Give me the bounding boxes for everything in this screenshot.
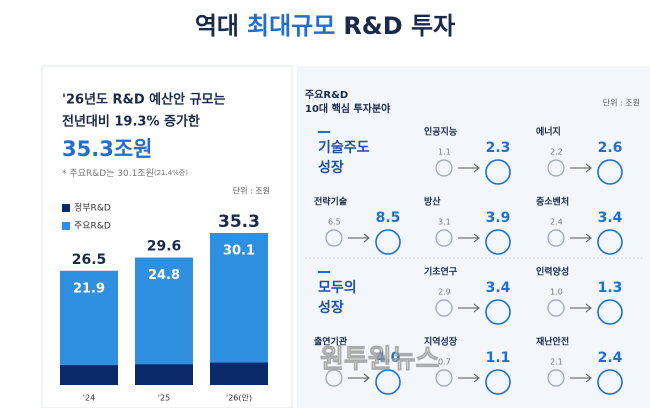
item-label: 중소벤처 [536,196,569,208]
item-label: 지역성장 [424,336,458,348]
item-before: 1.1 [438,148,451,157]
group-label: 모두의 [318,279,357,296]
item-label: 인력양성 [536,266,569,278]
icon-large [597,299,623,325]
legend-swatch [62,222,70,230]
item-label: 에너지 [536,126,561,138]
bar-segment [210,233,268,363]
icon-small [435,369,453,387]
icon-small [325,369,343,387]
icon-large [485,299,511,325]
legend-swatch [62,204,70,212]
item-after: 1.3 [598,280,623,296]
right-header: 주요R&D [305,89,348,101]
icon-small [325,229,343,247]
item-before: 2.1 [550,358,563,367]
watermark: 원투원뉴스 [320,345,440,375]
title-part: 역대 [195,12,239,40]
group-label: 성장 [318,299,344,316]
item-before: 2.2 [550,148,563,157]
item-after: 2.4 [598,350,623,366]
icon-small [547,159,565,177]
note-small: (21.4%증) [154,169,188,177]
segment-label: 21.9 [73,281,105,296]
item-after: 3.9 [486,210,511,226]
item-label: 출연기관 [314,336,348,348]
item-before: 2.9 [438,288,451,297]
item-before: 6.5 [328,218,341,227]
icon-large [597,369,623,395]
bar-segment [60,270,118,366]
icon-small [435,299,453,317]
group-label: 성장 [318,159,344,176]
item-label: 방산 [424,196,441,208]
item-after: 4.0 [376,350,401,366]
right-panel [297,66,650,408]
right-header: 10대 핵심 투자분야 [305,102,391,115]
item-before: 2.4 [550,218,563,227]
item-before: 3.1 [438,218,451,227]
total-label: 35.3 [218,212,260,232]
item-after: 2.6 [598,140,623,156]
arrow-head [585,233,592,243]
arrow-head [473,233,480,243]
legend-label: 주요R&D [74,221,111,232]
title-part: R&D 투자 [343,12,455,40]
icon-large [485,159,511,185]
arrow-head [363,373,370,383]
item-label: 기초연구 [424,266,457,278]
icon-large [375,229,401,255]
arrow-head [585,373,592,383]
item-before: 0.7 [438,358,451,367]
arrow-head [585,303,592,313]
item-after: 8.5 [376,210,401,226]
segment-label: 24.8 [148,268,180,283]
item-after: 2.3 [486,140,511,156]
icon-small [435,159,453,177]
arrow-head [473,303,480,313]
icon-small [547,229,565,247]
unit: 단위 : 조원 [603,98,640,108]
item-after: 3.4 [598,210,623,226]
unit: 단위 : 조원 [233,186,270,196]
icon-large [597,159,623,185]
icon-small [547,299,565,317]
icon-large [375,369,401,395]
legend-label: 정부R&D [74,203,111,214]
item-label: 재난안전 [536,336,569,348]
item-after: 3.4 [486,280,511,296]
left-line: '26년도 R&D 예산안 규모는 [62,92,226,108]
icon-large [485,229,511,255]
group-label: 기술주도 [318,140,370,156]
total-label: 26.5 [72,252,107,268]
item-label: 인공지능 [424,126,457,138]
item-before: 1.0 [550,288,563,297]
x-tick-label: '26(안) [226,393,252,403]
title-highlight: 최대규모 [247,12,335,40]
note-text: * 주요R&D는 30.1조원 [62,168,154,179]
icon-large [597,229,623,255]
bar-segment [135,257,193,365]
icon-small [435,229,453,247]
arrow-head [585,163,592,173]
x-tick-label: '25 [158,394,170,403]
headline: 35.3조원 [62,137,152,161]
note: * 주요R&D는 30.1조원(21.4%증) [62,168,188,179]
segment-label: 30.1 [223,244,255,259]
left-line: 전년대비 19.3% 증가한 [62,114,200,130]
arrow-head [473,163,480,173]
icon-large [485,369,511,395]
item-label: 전략기술 [314,196,347,208]
icon-small [547,369,565,387]
total-label: 29.6 [147,239,182,255]
x-tick-label: '24 [83,394,95,403]
arrow-head [363,233,370,243]
arrow-head [473,373,480,383]
item-after: 1.1 [486,350,511,366]
title: 역대 최대규모 R&D 투자 [195,12,455,40]
